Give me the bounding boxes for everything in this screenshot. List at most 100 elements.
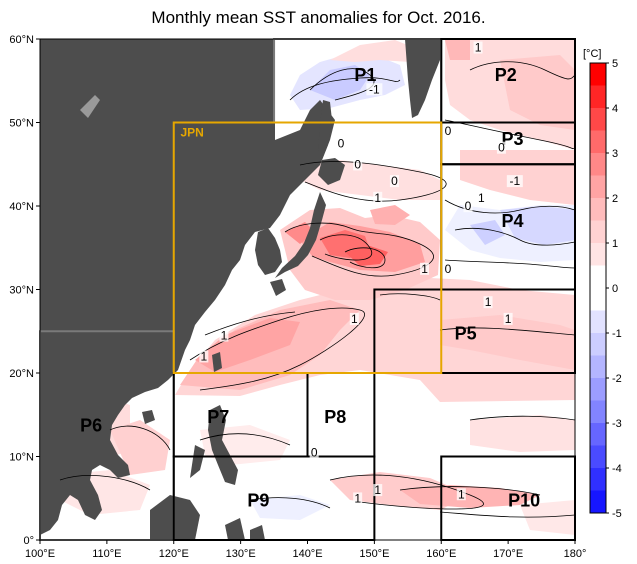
lon-tick-label: 150°E: [359, 548, 389, 560]
lat-tick-label: 30°N: [9, 285, 34, 297]
region-label-p5: P5: [455, 324, 477, 344]
region-label-p3: P3: [501, 129, 523, 149]
region-label-p2: P2: [495, 65, 517, 85]
contour-label-bg: [483, 296, 493, 309]
colorbar-swatch: [590, 265, 606, 289]
colorbar-swatch: [590, 198, 606, 221]
lon-tick-label: 170°E: [493, 548, 523, 560]
lon-tick-label: 180°: [564, 548, 587, 560]
colorbar-swatch: [590, 220, 606, 244]
colorbar-swatch: [590, 333, 606, 356]
colorbar-swatch: [590, 378, 606, 401]
colorbar-swatch: [590, 175, 606, 199]
contour-label-bg: [353, 158, 363, 171]
contour-label-bg: [349, 312, 359, 325]
colorbar-swatch: [590, 490, 606, 514]
contour-label: 1: [221, 329, 228, 343]
contour-label: 1: [458, 487, 465, 501]
contour-label-bg: [373, 484, 383, 497]
colorbar-label: -5: [612, 508, 622, 520]
colorbar-label: -2: [612, 373, 622, 385]
contour-label: 0: [445, 124, 452, 138]
contour-label-bg: [456, 488, 466, 501]
jpn-region-box: [172, 121, 443, 374]
contour-label-bg: [476, 191, 486, 204]
colorbar-swatch: [590, 130, 606, 154]
lon-tick-label: 140°E: [292, 548, 322, 560]
colorbar-label: 3: [612, 148, 618, 160]
colorbar-swatch: [590, 288, 606, 311]
contour-label: 0: [311, 446, 318, 460]
lon-tick-label: 130°E: [226, 548, 256, 560]
contour-label: 0: [391, 174, 398, 188]
colorbar-swatch: [590, 445, 606, 469]
contour-label: 0: [498, 141, 505, 155]
lon-tick-label: 160°E: [426, 548, 456, 560]
colorbar-swatch: [590, 108, 606, 131]
contour-label: 0: [445, 262, 452, 276]
contour-label: -1: [509, 174, 520, 188]
region-label-p7: P7: [207, 407, 229, 427]
map-title: Monthly mean SST anomalies for Oct. 2016…: [151, 8, 486, 27]
contour-label-bg: [219, 329, 229, 342]
contour-label-bg: [309, 446, 319, 459]
contour-label: 1: [475, 41, 482, 55]
colorbar-swatch: [590, 400, 606, 424]
colorbar-label: 5: [612, 58, 618, 70]
lat-tick-label: 20°N: [9, 368, 34, 380]
contour-label: 1: [505, 312, 512, 326]
contour-label-bg: [443, 262, 453, 275]
contour-label-bg: [353, 492, 363, 505]
colorbar-swatch: [590, 423, 606, 446]
lon-tick-label: 100°E: [25, 548, 55, 560]
contour-label-bg: [503, 312, 513, 325]
contour-label-bg: [336, 137, 346, 150]
contour-label: 0: [354, 157, 361, 171]
region-label-p10: P10: [508, 491, 540, 511]
colorbar-label: -4: [612, 463, 622, 475]
region-label-p4: P4: [501, 211, 523, 231]
region-labels: P1 P2 P3 P4 P5 P6 P7 P8 P9 P10: [80, 65, 540, 511]
colorbar-swatch: [590, 310, 606, 334]
land: [40, 39, 440, 540]
colorbar-swatch: [590, 85, 606, 109]
contour-label: 1: [421, 262, 428, 276]
colorbar: 5 4 3 2 1 0 -1 -2 -3 -4 -5: [589, 58, 622, 520]
colorbar-label: 2: [612, 193, 618, 205]
contour-label-bg: [199, 350, 209, 363]
lon-tick-label: 120°E: [159, 548, 189, 560]
lat-tick-label: 40°N: [9, 201, 34, 213]
lat-tick-label: 10°N: [9, 452, 34, 464]
contour-label: 1: [374, 483, 381, 497]
contour-label-bg: [506, 175, 523, 188]
contour-label: 0: [465, 199, 472, 213]
colorbar-swatch: [590, 243, 606, 266]
region-label-p9: P9: [247, 491, 269, 511]
colorbar-unit: [°C]: [583, 48, 601, 60]
colorbar-label: -1: [612, 328, 622, 340]
contour-label: 1: [351, 312, 358, 326]
region-label-p6: P6: [80, 415, 102, 435]
lat-tick-label: 60°N: [9, 34, 34, 46]
longitude-axis: 100°E 110°E 120°E 130°E 140°E 150°E 160°E 170°E…: [25, 540, 586, 560]
colorbar-label: -3: [612, 418, 622, 430]
contour-label: 1: [354, 491, 361, 505]
colorbar-swatch: [590, 63, 606, 86]
contour-label-bg: [420, 262, 430, 275]
contour-label: 0: [338, 137, 345, 151]
contour-label-bg: [373, 191, 383, 204]
contour-label: 1: [201, 349, 208, 363]
contour-label: 1: [374, 191, 381, 205]
lat-tick-label: 0°: [23, 535, 34, 547]
contour-label-bg: [366, 83, 383, 96]
colorbar-label: 0: [612, 283, 618, 295]
region-label-p8: P8: [324, 407, 346, 427]
jpn-region-label: JPN: [180, 126, 203, 140]
contour-label-bg: [496, 141, 506, 154]
lat-tick-label: 50°N: [9, 118, 34, 130]
contour-label-bg: [463, 200, 473, 213]
contour-label: -1: [369, 82, 380, 96]
contour-label-bg: [473, 41, 483, 54]
